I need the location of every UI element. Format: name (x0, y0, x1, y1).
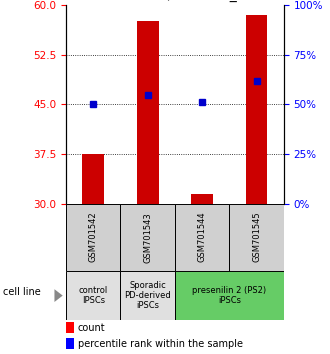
Bar (175, 271, 284, 320)
Text: GSM701543: GSM701543 (143, 212, 152, 263)
Title: GDS4141 / 239821_at: GDS4141 / 239821_at (98, 0, 251, 1)
Bar (120, 271, 175, 320)
Bar (82, 154, 104, 204)
Text: Sporadic
PD-derived
iPSCs: Sporadic PD-derived iPSCs (124, 281, 171, 310)
Bar (229, 204, 284, 271)
Bar (120, 204, 175, 271)
Bar (66, 204, 120, 271)
Bar (66, 338, 74, 349)
Bar (137, 21, 158, 204)
Bar (246, 15, 267, 204)
Text: GSM701542: GSM701542 (89, 212, 98, 263)
Text: GSM701544: GSM701544 (198, 212, 207, 263)
Text: count: count (78, 323, 106, 333)
Text: GSM701545: GSM701545 (252, 212, 261, 263)
Text: percentile rank within the sample: percentile rank within the sample (78, 339, 243, 349)
Bar (175, 204, 229, 271)
Text: presenilin 2 (PS2)
iPSCs: presenilin 2 (PS2) iPSCs (192, 286, 266, 305)
Text: cell line: cell line (3, 287, 41, 297)
Bar (66, 271, 120, 320)
Bar (191, 194, 213, 204)
Polygon shape (54, 289, 63, 302)
Text: control
IPSCs: control IPSCs (79, 286, 108, 305)
Bar (66, 322, 74, 333)
